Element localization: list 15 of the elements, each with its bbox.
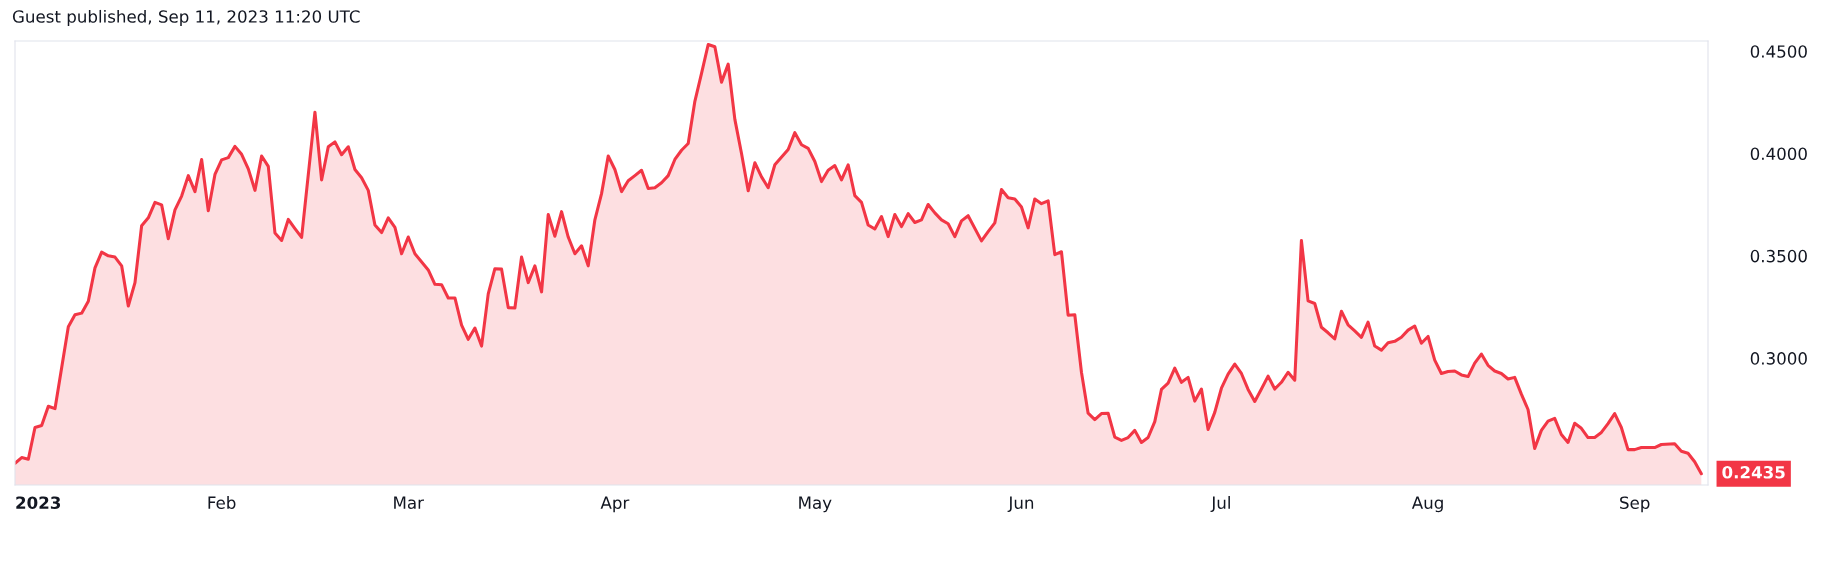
x-tick-label: Mar [394, 496, 424, 510]
x-tick-label: Sep [1620, 496, 1650, 513]
annotation: 0.2435 [1722, 465, 1785, 479]
x-tick-label: Aug [1411, 496, 1443, 513]
y-tick-label: 0.3500 [1750, 249, 1807, 263]
x-tick-label: Feb [208, 496, 236, 510]
x-tick-label: Apr [600, 496, 630, 513]
y-tick-label: 0.4500 [1750, 45, 1807, 58]
y-tick-label: 0.4000 [1750, 147, 1807, 161]
y-tick-label: 0.3000 [1750, 352, 1807, 365]
x-tick-label: 2023 [16, 496, 61, 510]
x-tick-label: Jun [1007, 496, 1034, 513]
x-tick-label: May [799, 496, 832, 513]
text: Guest published, Sep 11, 2023 11:20 UTC [12, 9, 360, 27]
x-tick-label: Jul [1210, 496, 1230, 513]
